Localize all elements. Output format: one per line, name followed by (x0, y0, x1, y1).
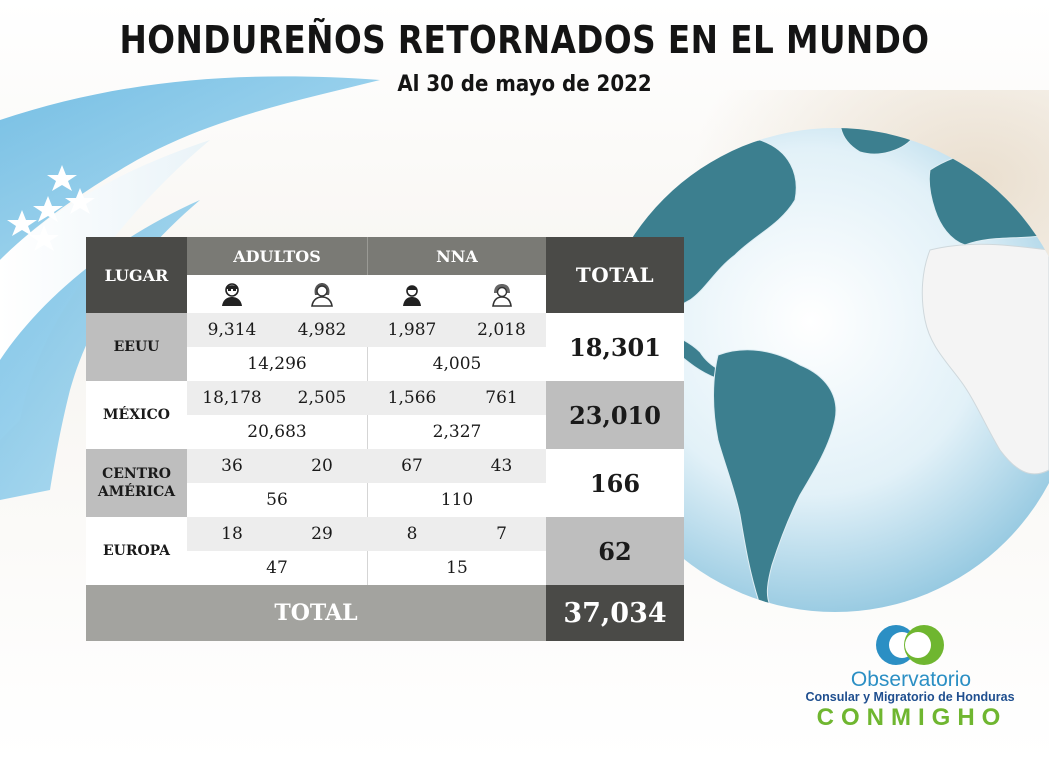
row-mexico-place: MÉXICO (86, 381, 187, 449)
centroamerica-total: 166 (546, 449, 684, 517)
europa-total: 62 (546, 517, 684, 585)
eeuu-nna-sub: 4,005 (367, 347, 546, 381)
flag-swoosh (0, 76, 380, 500)
mexico-adult-f: 2,505 (277, 381, 367, 415)
centroamerica-adult-sub: 56 (187, 483, 367, 517)
centroamerica-nna-f: 43 (457, 449, 546, 483)
logo-observatorio: Observatorio (850, 668, 972, 691)
europa-nna-f: 7 (457, 517, 546, 551)
grand-total-label-cell: TOTAL (86, 585, 546, 641)
place-label: CENTRO AMÉRICA (97, 466, 176, 500)
mexico-nna-sub: 2,327 (367, 415, 546, 449)
europa-adult-f: 29 (277, 517, 367, 551)
returnees-table: LUGAR ADULTOS NNA TOTAL EEUU 9,314 4,982… (86, 237, 684, 641)
europa-nna-m: 8 (367, 517, 457, 551)
header-lugar: LUGAR (86, 237, 187, 313)
header-lugar-label: LUGAR (104, 265, 169, 285)
grand-total-cell: 37,034 (546, 585, 684, 641)
europa-adult-sub: 47 (187, 551, 367, 585)
boy-icon (367, 275, 457, 313)
header-total-label: TOTAL (575, 263, 655, 287)
header-nna: NNA (367, 237, 546, 275)
centroamerica-nna-sub: 110 (367, 483, 546, 517)
europa-nna-sub: 15 (367, 551, 546, 585)
grand-total-value: 37,034 (563, 597, 667, 629)
place-label: EUROPA (102, 543, 171, 559)
mexico-adult-m: 18,178 (187, 381, 277, 415)
page-subtitle: Al 30 de mayo de 2022 (397, 72, 652, 97)
centroamerica-adult-f: 20 (277, 449, 367, 483)
eeuu-nna-m: 1,987 (367, 313, 457, 347)
header-nna-label: NNA (436, 246, 478, 266)
grand-total-label: TOTAL (274, 600, 358, 626)
eeuu-adult-sub: 14,296 (187, 347, 367, 381)
logo-brand: CONMIGHO (816, 704, 1008, 731)
header-total: TOTAL (546, 237, 684, 313)
mexico-nna-f: 761 (457, 381, 546, 415)
row-centroamerica-place: CENTRO AMÉRICA (86, 449, 187, 517)
europa-adult-m: 18 (187, 517, 277, 551)
girl-icon (457, 275, 546, 313)
header-adultos-label: ADULTOS (233, 246, 321, 266)
page-title: HONDUREÑOS RETORNADOS EN EL MUNDO (119, 18, 930, 62)
row-eeuu-place: EEUU (86, 313, 187, 381)
mexico-nna-m: 1,566 (367, 381, 457, 415)
eeuu-total: 18,301 (546, 313, 684, 381)
place-label: MÉXICO (103, 407, 170, 423)
centroamerica-nna-m: 67 (367, 449, 457, 483)
row-europa-place: EUROPA (86, 517, 187, 585)
eeuu-adult-f: 4,982 (277, 313, 367, 347)
mexico-adult-sub: 20,683 (187, 415, 367, 449)
header-adultos: ADULTOS (187, 237, 367, 275)
eeuu-adult-m: 9,314 (187, 313, 277, 347)
mexico-total: 23,010 (546, 381, 684, 449)
centroamerica-adult-m: 36 (187, 449, 277, 483)
logo-subtitle: Consular y Migratorio de Honduras (805, 690, 1015, 704)
man-icon (187, 275, 277, 313)
conmigho-logo-mark (876, 625, 944, 665)
woman-icon (277, 275, 367, 313)
place-label: EEUU (113, 339, 160, 355)
eeuu-nna-f: 2,018 (457, 313, 546, 347)
flag-stars (7, 165, 95, 251)
